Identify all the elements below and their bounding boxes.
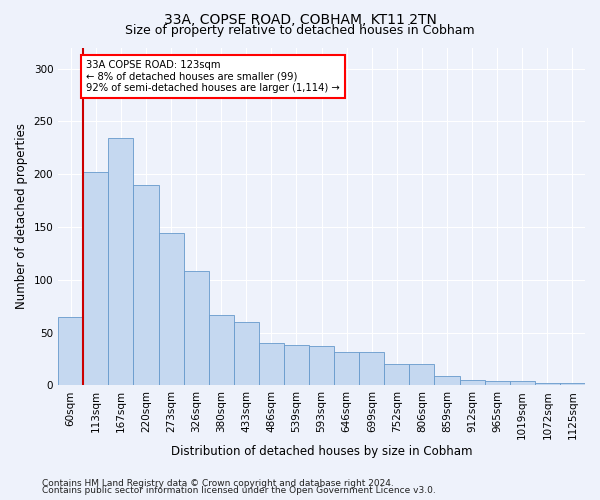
Bar [133, 184, 158, 386]
Bar [309, 346, 334, 386]
Y-axis label: Number of detached properties: Number of detached properties [15, 124, 28, 310]
Bar [109, 138, 133, 386]
Bar [284, 345, 309, 386]
Bar [510, 381, 535, 386]
Bar [83, 172, 109, 386]
Bar [359, 352, 385, 386]
Bar [460, 380, 485, 386]
Bar [434, 376, 460, 386]
Bar [158, 234, 184, 386]
Bar [560, 383, 585, 386]
Text: Contains HM Land Registry data © Crown copyright and database right 2024.: Contains HM Land Registry data © Crown c… [42, 478, 394, 488]
Bar [334, 352, 359, 386]
Text: Contains public sector information licensed under the Open Government Licence v3: Contains public sector information licen… [42, 486, 436, 495]
Text: 33A, COPSE ROAD, COBHAM, KT11 2TN: 33A, COPSE ROAD, COBHAM, KT11 2TN [164, 12, 436, 26]
Bar [184, 272, 209, 386]
Bar [535, 383, 560, 386]
Bar [385, 364, 409, 386]
Bar [234, 322, 259, 386]
Bar [209, 314, 234, 386]
Text: Size of property relative to detached houses in Cobham: Size of property relative to detached ho… [125, 24, 475, 37]
Bar [485, 381, 510, 386]
Bar [58, 316, 83, 386]
Bar [259, 343, 284, 386]
Text: 33A COPSE ROAD: 123sqm
← 8% of detached houses are smaller (99)
92% of semi-deta: 33A COPSE ROAD: 123sqm ← 8% of detached … [86, 60, 340, 94]
Bar [409, 364, 434, 386]
X-axis label: Distribution of detached houses by size in Cobham: Distribution of detached houses by size … [171, 444, 472, 458]
